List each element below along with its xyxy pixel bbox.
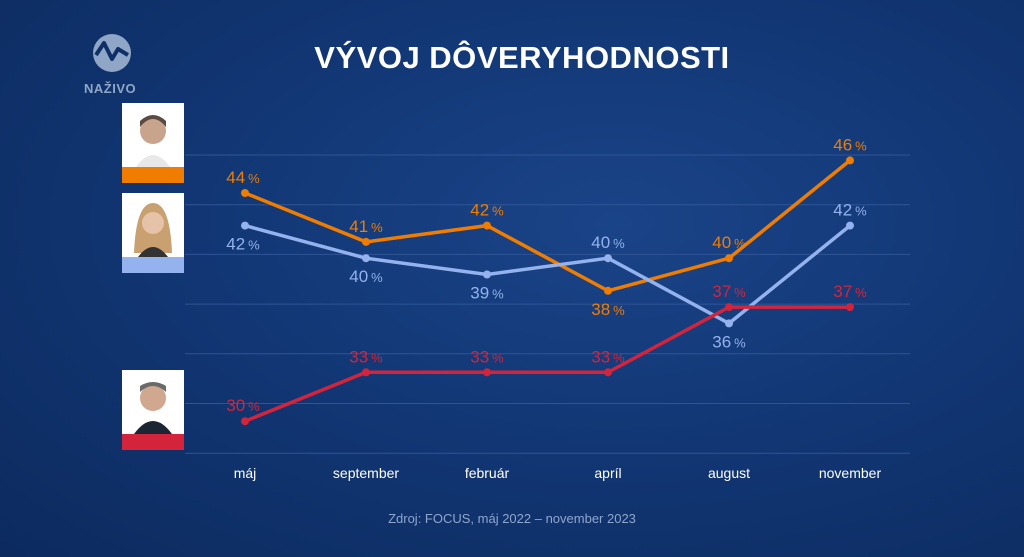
data-label-value: 40 — [712, 233, 731, 252]
data-label: 40% — [349, 267, 383, 286]
data-point — [483, 221, 491, 230]
data-label: 40% — [712, 233, 746, 252]
data-point — [725, 319, 733, 328]
data-point — [483, 368, 491, 377]
x-tick-label: november — [819, 465, 882, 481]
data-label-unit: % — [855, 204, 867, 219]
legend-swatch-blue — [122, 257, 184, 273]
data-label: 41% — [349, 217, 383, 236]
data-label-unit: % — [855, 138, 867, 153]
x-tick-label: september — [333, 465, 399, 481]
data-label-unit: % — [492, 204, 504, 219]
x-tick-label: august — [708, 465, 750, 481]
data-label-unit: % — [855, 285, 867, 300]
data-label: 42% — [226, 235, 260, 254]
data-label-value: 38 — [591, 300, 610, 319]
data-label: 40% — [591, 233, 625, 252]
data-label-unit: % — [371, 220, 383, 235]
data-label-unit: % — [734, 285, 746, 300]
legend-swatch-red — [122, 434, 184, 450]
data-label-unit: % — [248, 171, 260, 186]
data-label-value: 42 — [833, 201, 852, 220]
data-point — [604, 254, 612, 263]
source-note: Zdroj: FOCUS, máj 2022 – november 2023 — [388, 511, 636, 526]
data-label-unit: % — [734, 335, 746, 350]
data-label-value: 40 — [349, 267, 368, 286]
legend-swatch-orange — [122, 167, 184, 183]
data-point — [241, 417, 249, 426]
data-label: 38% — [591, 300, 625, 319]
data-label-unit: % — [371, 350, 383, 365]
data-label-value: 40 — [591, 233, 610, 252]
person-icon — [136, 115, 170, 167]
data-label-value: 42 — [226, 235, 245, 254]
data-point — [241, 189, 249, 197]
data-point — [362, 237, 370, 246]
portrait-red-series — [122, 370, 184, 450]
data-point — [241, 221, 249, 230]
data-label-value: 41 — [349, 217, 368, 236]
person-icon — [134, 382, 172, 434]
data-label-value: 36 — [712, 332, 731, 351]
data-label: 33% — [591, 347, 625, 366]
live-label: NAŽIVO — [84, 81, 137, 96]
data-label-value: 33 — [591, 347, 610, 366]
stv-logo — [93, 34, 131, 72]
data-label-unit: % — [734, 236, 746, 251]
x-tick-label: február — [465, 465, 510, 481]
data-label-unit: % — [492, 350, 504, 365]
data-point — [362, 368, 370, 377]
data-label-unit: % — [248, 238, 260, 253]
data-label-unit: % — [371, 270, 383, 285]
data-label: 37% — [833, 282, 867, 301]
data-point — [483, 270, 491, 279]
data-label-value: 37 — [833, 282, 852, 301]
data-label: 30% — [226, 396, 260, 415]
data-label-unit: % — [613, 350, 625, 365]
data-label-value: 46 — [833, 135, 852, 154]
person-icon — [134, 203, 172, 257]
data-label-unit: % — [492, 287, 504, 302]
series-line — [244, 305, 850, 423]
data-label-value: 44 — [226, 168, 245, 187]
x-tick-label: máj — [234, 465, 257, 481]
series-line — [244, 159, 852, 293]
data-label-value: 39 — [470, 284, 489, 303]
data-point — [846, 303, 854, 312]
data-label: 39% — [470, 284, 504, 303]
portrait-blue-series — [122, 193, 184, 273]
data-point — [604, 286, 612, 295]
data-label-value: 30 — [226, 396, 245, 415]
x-tick-label: apríl — [594, 465, 621, 481]
data-point — [604, 368, 612, 377]
data-label-value: 33 — [349, 347, 368, 366]
data-label-unit: % — [248, 399, 260, 414]
data-label-value: 42 — [470, 201, 489, 220]
data-label: 44% — [226, 168, 260, 187]
data-label-unit: % — [613, 303, 625, 318]
data-point — [725, 303, 733, 312]
data-label: 46% — [833, 135, 867, 154]
data-label: 42% — [833, 201, 867, 220]
data-label: 37% — [712, 282, 746, 301]
data-label: 36% — [712, 332, 746, 351]
data-label: 42% — [470, 201, 504, 220]
data-point — [725, 254, 733, 263]
chart-title: VÝVOJ DÔVERYHODNOSTI — [314, 40, 730, 75]
data-label: 33% — [470, 347, 504, 366]
data-point — [846, 221, 854, 230]
portrait-orange-series — [122, 103, 184, 183]
data-label-unit: % — [613, 236, 625, 251]
data-label: 33% — [349, 347, 383, 366]
data-point — [846, 156, 854, 165]
data-point — [362, 254, 370, 263]
data-label-value: 37 — [712, 282, 731, 301]
data-label-value: 33 — [470, 347, 489, 366]
